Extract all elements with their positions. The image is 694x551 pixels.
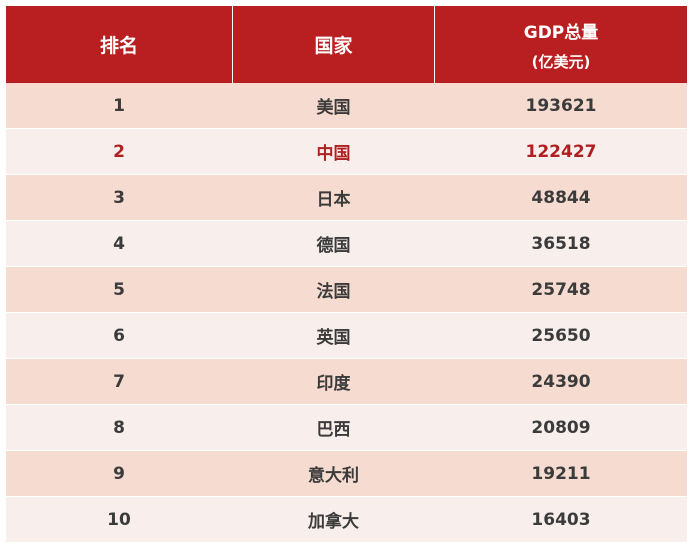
country-cell: 德国 [316, 236, 351, 256]
table-row: 9 意大利 19211 [6, 451, 687, 497]
gdp-cell: 25650 [531, 325, 591, 346]
gdp-cell: 193621 [525, 95, 597, 116]
table-header: 排名 国家 GDP总量 (亿美元) [6, 6, 687, 83]
table-row: 3 日本 48844 [6, 175, 687, 221]
rank-cell: 6 [113, 325, 125, 346]
header-country-label: 国家 [314, 35, 353, 57]
gdp-cell: 20809 [531, 417, 591, 438]
rank-cell: 8 [113, 417, 125, 438]
table-row: 8 巴西 20809 [6, 405, 687, 451]
country-cell: 日本 [316, 190, 351, 210]
table-row: 1 美国 193621 [6, 83, 687, 129]
header-country: 国家 [232, 6, 435, 83]
gdp-cell: 24390 [531, 371, 591, 392]
rank-cell: 2 [113, 141, 125, 162]
rank-cell: 5 [113, 279, 125, 300]
header-gdp-unit: (亿美元) [531, 52, 591, 71]
table-row: 7 印度 24390 [6, 359, 687, 405]
country-cell: 法国 [316, 282, 351, 302]
table-row: 4 德国 36518 [6, 221, 687, 267]
header-gdp: GDP总量 (亿美元) [435, 6, 687, 83]
table-row: 5 法国 25748 [6, 267, 687, 313]
gdp-ranking-table: 排名 国家 GDP总量 (亿美元) 1 美国 193621 2 中国 122427 3 日本 4… [6, 6, 687, 542]
gdp-cell: 36518 [531, 233, 591, 254]
gdp-cell: 25748 [531, 279, 591, 300]
rank-cell: 4 [113, 233, 125, 254]
gdp-cell: 122427 [525, 141, 597, 162]
country-cell: 加拿大 [308, 512, 359, 532]
country-cell: 印度 [316, 374, 351, 394]
header-gdp-label: GDP总量 [523, 22, 599, 43]
header-rank-label: 排名 [99, 35, 138, 57]
gdp-cell: 48844 [531, 187, 591, 208]
header-rank: 排名 [6, 6, 232, 83]
table-body: 1 美国 193621 2 中国 122427 3 日本 48844 4 德国 36518 5 法国 257… [6, 83, 687, 542]
country-cell: 美国 [316, 98, 351, 118]
table-row: 10 加拿大 16403 [6, 497, 687, 542]
rank-cell: 10 [107, 509, 131, 530]
country-cell: 英国 [316, 328, 351, 348]
table-row: 2 中国 122427 [6, 129, 687, 175]
country-cell: 意大利 [308, 466, 359, 486]
rank-cell: 9 [113, 463, 125, 484]
table-row: 6 英国 25650 [6, 313, 687, 359]
country-cell: 中国 [316, 144, 351, 164]
gdp-cell: 19211 [531, 463, 591, 484]
gdp-cell: 16403 [531, 509, 591, 530]
rank-cell: 1 [113, 95, 125, 116]
rank-cell: 3 [113, 187, 125, 208]
country-cell: 巴西 [316, 420, 351, 440]
rank-cell: 7 [113, 371, 125, 392]
